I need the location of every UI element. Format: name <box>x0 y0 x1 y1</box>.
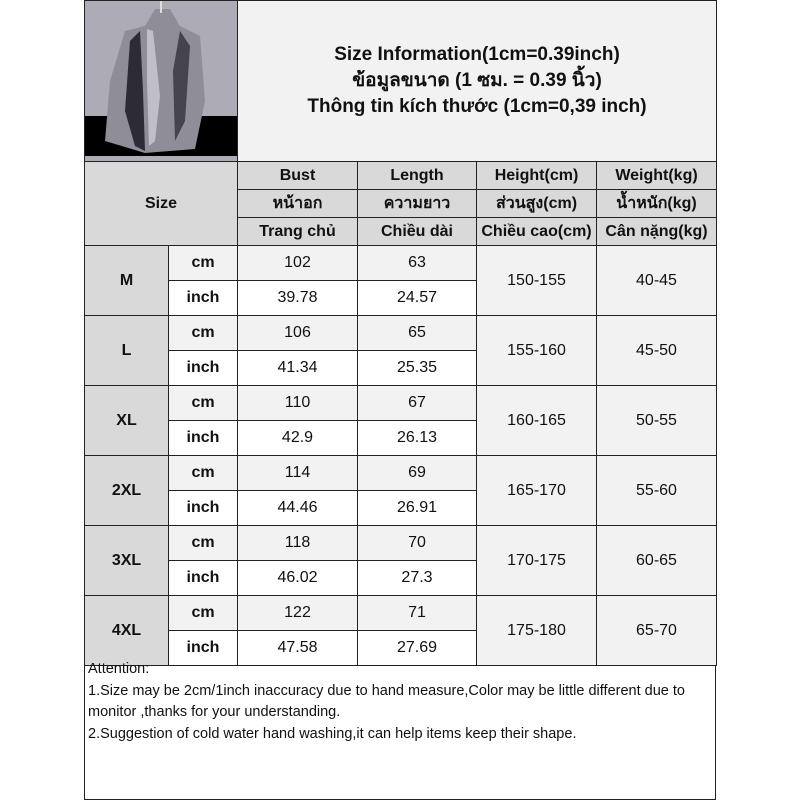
length-cm: 71 <box>357 595 477 631</box>
unit-inch: inch <box>168 420 238 456</box>
bust-cm: 118 <box>237 525 358 561</box>
weight-range: 55-60 <box>596 455 717 526</box>
header-height: Height(cm) <box>476 161 597 190</box>
product-image <box>84 0 238 162</box>
size-row: 3XL cm 118 70 170-175 60-65 <box>84 525 717 596</box>
unit-cm: cm <box>168 455 238 491</box>
header-bust-vi: Trang chủ <box>237 217 358 246</box>
unit-cm: cm <box>168 315 238 351</box>
size-table: Size Information(1cm=0.39inch) ข้อมูลขนา… <box>84 0 717 666</box>
size-label: XL <box>84 385 169 456</box>
bust-inch: 42.9 <box>237 420 358 456</box>
length-inch: 27.3 <box>357 560 477 596</box>
length-cm: 70 <box>357 525 477 561</box>
height-range: 175-180 <box>476 595 597 666</box>
bust-inch: 44.46 <box>237 490 358 526</box>
height-range: 165-170 <box>476 455 597 526</box>
header-height-vi: Chiều cao(cm) <box>476 217 597 246</box>
header-weight: Weight(kg) <box>596 161 717 190</box>
unit-cm: cm <box>168 525 238 561</box>
size-row: XL cm 110 67 160-165 50-55 <box>84 385 717 456</box>
weight-range: 65-70 <box>596 595 717 666</box>
unit-inch: inch <box>168 560 238 596</box>
length-cm: 63 <box>357 245 477 281</box>
unit-cm: cm <box>168 595 238 631</box>
size-label: 4XL <box>84 595 169 666</box>
header-weight-th: น้ำหนัก(kg) <box>596 189 717 218</box>
size-label: L <box>84 315 169 386</box>
bust-inch: 41.34 <box>237 350 358 386</box>
header-bust-th: หน้าอก <box>237 189 358 218</box>
unit-inch: inch <box>168 490 238 526</box>
height-range: 160-165 <box>476 385 597 456</box>
size-row: L cm 106 65 155-160 45-50 <box>84 315 717 386</box>
length-cm: 65 <box>357 315 477 351</box>
bust-inch: 47.58 <box>237 630 358 666</box>
header-length-th: ความยาว <box>357 189 477 218</box>
unit-inch: inch <box>168 350 238 386</box>
header-length: Length <box>357 161 477 190</box>
unit-inch: inch <box>168 630 238 666</box>
length-inch: 26.13 <box>357 420 477 456</box>
header-bust: Bust <box>237 161 358 190</box>
title-cell: Size Information(1cm=0.39inch) ข้อมูลขนา… <box>237 0 717 162</box>
size-label: 3XL <box>84 525 169 596</box>
length-cm: 69 <box>357 455 477 491</box>
header-length-vi: Chiều dài <box>357 217 477 246</box>
length-inch: 25.35 <box>357 350 477 386</box>
unit-cm: cm <box>168 245 238 281</box>
attention-note-1: 1.Size may be 2cm/1inch inaccuracy due t… <box>88 682 685 721</box>
bust-cm: 122 <box>237 595 358 631</box>
size-row: 2XL cm 114 69 165-170 55-60 <box>84 455 717 526</box>
size-row: M cm 102 63 150-155 40-45 <box>84 245 717 316</box>
height-range: 150-155 <box>476 245 597 316</box>
length-inch: 27.69 <box>357 630 477 666</box>
size-header: Size <box>84 161 238 246</box>
height-range: 170-175 <box>476 525 597 596</box>
header-height-th: ส่วนสูง(cm) <box>476 189 597 218</box>
size-label: M <box>84 245 169 316</box>
title-vi: Thông tin kích thước (1cm=0,39 inch) <box>307 96 647 117</box>
bust-inch: 39.78 <box>237 280 358 316</box>
bust-cm: 106 <box>237 315 358 351</box>
bust-inch: 46.02 <box>237 560 358 596</box>
size-row: 4XL cm 122 71 175-180 65-70 <box>84 595 717 666</box>
header-weight-vi: Cân nặng(kg) <box>596 217 717 246</box>
unit-inch: inch <box>168 280 238 316</box>
bust-cm: 114 <box>237 455 358 491</box>
shirt-image <box>85 1 237 156</box>
height-range: 155-160 <box>476 315 597 386</box>
length-inch: 26.91 <box>357 490 477 526</box>
weight-range: 50-55 <box>596 385 717 456</box>
title-en: Size Information(1cm=0.39inch) <box>334 44 620 65</box>
length-cm: 67 <box>357 385 477 421</box>
unit-cm: cm <box>168 385 238 421</box>
bust-cm: 102 <box>237 245 358 281</box>
weight-range: 40-45 <box>596 245 717 316</box>
bust-cm: 110 <box>237 385 358 421</box>
title-th: ข้อมูลขนาด (1 ซม. = 0.39 นิ้ว) <box>352 70 602 91</box>
weight-range: 60-65 <box>596 525 717 596</box>
attention-notes: Attention: 1.Size may be 2cm/1inch inacc… <box>88 659 714 745</box>
attention-note-2: 2.Suggestion of cold water hand washing,… <box>88 725 577 742</box>
length-inch: 24.57 <box>357 280 477 316</box>
size-label: 2XL <box>84 455 169 526</box>
attention-heading: Attention: <box>88 661 150 677</box>
weight-range: 45-50 <box>596 315 717 386</box>
